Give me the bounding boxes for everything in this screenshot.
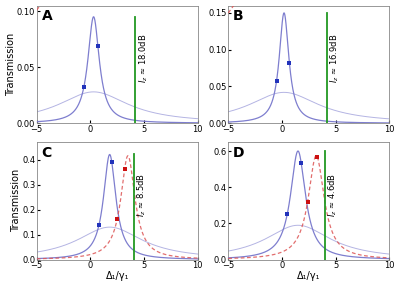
Y-axis label: Transmission: Transmission	[11, 169, 21, 232]
Text: D: D	[233, 146, 244, 160]
Text: A: A	[42, 9, 52, 23]
X-axis label: Δ₁/γ₁: Δ₁/γ₁	[106, 272, 129, 282]
X-axis label: Δ₁/γ₁: Δ₁/γ₁	[297, 272, 320, 282]
Text: $I_z$ ≈ 18.0dB: $I_z$ ≈ 18.0dB	[137, 34, 150, 83]
Text: $I_z$ ≈ 4.6dB: $I_z$ ≈ 4.6dB	[327, 173, 339, 217]
Text: $I_z$ ≈ 16.9dB: $I_z$ ≈ 16.9dB	[329, 34, 341, 83]
Text: $I_z$ ≈ 8.5dB: $I_z$ ≈ 8.5dB	[136, 173, 148, 217]
Text: B: B	[233, 9, 244, 23]
Text: C: C	[42, 146, 52, 160]
Y-axis label: Transmission: Transmission	[6, 33, 16, 96]
